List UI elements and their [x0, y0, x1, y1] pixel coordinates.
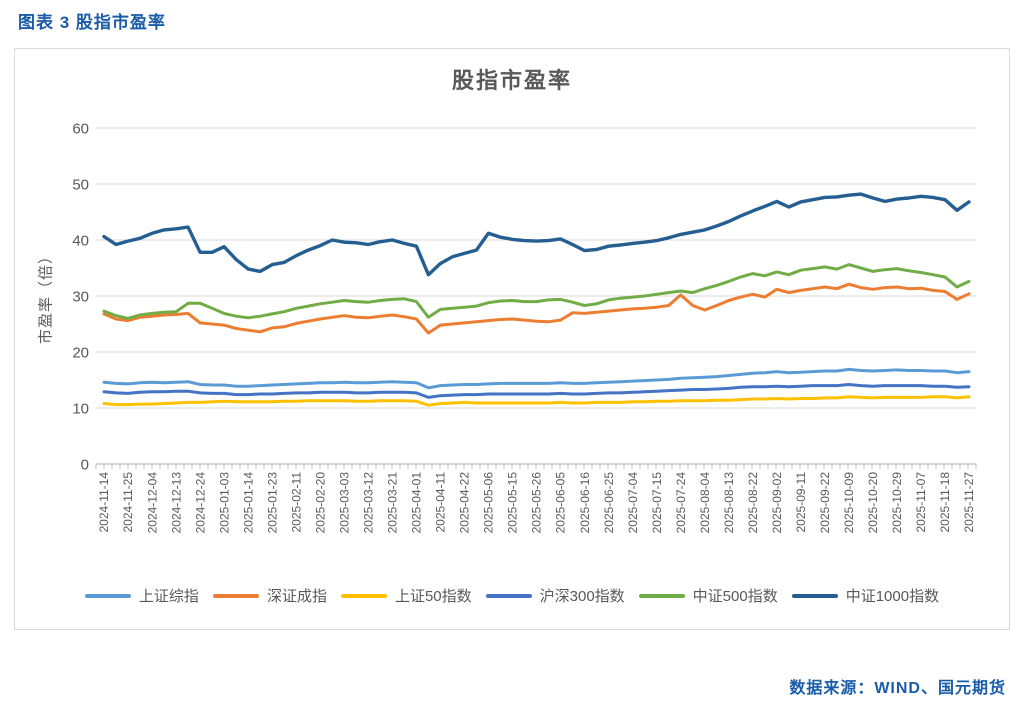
legend-swatch [638, 593, 685, 598]
legend-label: 沪深300指数 [539, 588, 625, 605]
chart-title: 股指市盈率 [451, 68, 572, 93]
legend-item-沪深300指数: 沪深300指数 [485, 585, 625, 606]
figure-caption: 图表 3 股指市盈率 [18, 13, 166, 32]
x-tick-label: 2025-05-15 [506, 472, 520, 534]
x-tick-label: 2025-08-04 [698, 472, 712, 534]
x-tick-label: 2025-07-15 [650, 472, 664, 534]
x-axis-ticks [95, 464, 977, 469]
series-line-沪深300指数 [102, 383, 971, 399]
x-tick-label: 2024-12-24 [193, 472, 207, 534]
legend-item-上证综指: 上证综指 [84, 585, 199, 606]
x-tick-label: 2025-03-12 [362, 472, 376, 534]
x-tick-label: 2025-09-11 [794, 472, 808, 533]
data-source-note: 数据来源：WIND、国元期货 [789, 680, 1006, 697]
y-tick-label: 50 [72, 176, 89, 193]
legend-item-上证50指数: 上证50指数 [340, 585, 472, 606]
series-line-上证综指 [102, 367, 971, 390]
x-tick-label: 2025-07-24 [674, 472, 688, 534]
legend-label: 深证成指 [266, 588, 327, 605]
x-tick-label: 2025-02-11 [289, 472, 303, 533]
y-tick-label: 0 [81, 456, 89, 473]
x-tick-label: 2025-08-13 [722, 472, 736, 534]
x-tick-label: 2025-04-11 [434, 472, 448, 533]
x-tick-label: 2025-06-25 [602, 472, 616, 534]
legend-swatch [791, 593, 838, 598]
x-tick-label: 2025-11-27 [962, 472, 976, 533]
chart-box: 股指市盈率 0 10 20 30 40 50 60 2024-11-14 2024-11-25 2… [14, 48, 1010, 630]
x-tick-label: 2025-10-09 [842, 472, 856, 534]
y-tick-label: 10 [72, 400, 89, 417]
chart-legend: 上证综指 深证成指 上证50指数 沪深300指数 中证500指数 中证1000指数 [15, 585, 1009, 606]
y-tick-label: 40 [72, 232, 89, 249]
x-tick-label: 2025-05-26 [530, 472, 544, 534]
legend-swatch [84, 593, 131, 598]
legend-swatch [485, 593, 532, 598]
x-tick-label: 2025-01-03 [217, 472, 231, 534]
legend-item-中证500指数: 中证500指数 [638, 585, 778, 606]
legend-item-深证成指: 深证成指 [212, 585, 327, 606]
x-tick-label: 2025-02-20 [314, 472, 328, 534]
legend-item-中证1000指数: 中证1000指数 [791, 585, 940, 606]
x-tick-label: 2025-06-05 [554, 472, 568, 534]
x-tick-label: 2025-03-21 [386, 472, 400, 534]
x-tick-label: 2025-08-22 [746, 472, 760, 534]
legend-label: 上证50指数 [394, 588, 472, 605]
series-line-深证成指 [102, 282, 971, 335]
legend-label: 中证500指数 [692, 588, 778, 605]
y-tick-label: 20 [72, 344, 89, 361]
legend-swatch [340, 593, 387, 598]
legend-label: 上证综指 [138, 588, 199, 605]
series-line-中证500指数 [102, 263, 971, 320]
y-tick-label: 30 [72, 288, 89, 305]
x-tick-label: 2025-10-29 [890, 472, 904, 534]
chart-svg: 0 10 20 30 40 50 60 2024-11-14 2024-11-25 2024-12… [37, 120, 977, 534]
y-axis-title: 市盈率（倍） [37, 248, 54, 344]
x-tick-label: 2025-07-04 [626, 472, 640, 534]
x-tick-label: 2025-05-06 [482, 472, 496, 534]
x-tick-label: 2025-10-20 [866, 472, 880, 534]
legend-label: 中证1000指数 [845, 588, 940, 605]
x-tick-label: 2024-12-13 [169, 472, 183, 534]
legend-swatch [212, 593, 259, 598]
x-tick-label: 2024-11-14 [97, 472, 111, 533]
x-tick-label: 2025-11-18 [938, 472, 952, 533]
y-tick-label: 60 [72, 120, 89, 137]
x-tick-label: 2025-01-23 [265, 472, 279, 534]
x-tick-label: 2024-12-04 [145, 472, 159, 534]
series-line-上证50指数 [102, 395, 971, 407]
x-tick-label: 2025-03-03 [338, 472, 352, 534]
series-line-中证1000指数 [102, 192, 971, 277]
x-tick-label: 2025-09-22 [818, 472, 832, 534]
x-tick-label: 2025-09-02 [770, 472, 784, 534]
x-tick-label: 2025-04-01 [410, 472, 424, 534]
x-tick-label: 2024-11-25 [121, 472, 135, 533]
x-tick-label: 2025-04-22 [458, 472, 472, 534]
x-tick-label: 2025-06-16 [578, 472, 592, 534]
x-tick-label: 2025-01-14 [241, 472, 255, 534]
x-tick-label: 2025-11-07 [914, 472, 928, 533]
